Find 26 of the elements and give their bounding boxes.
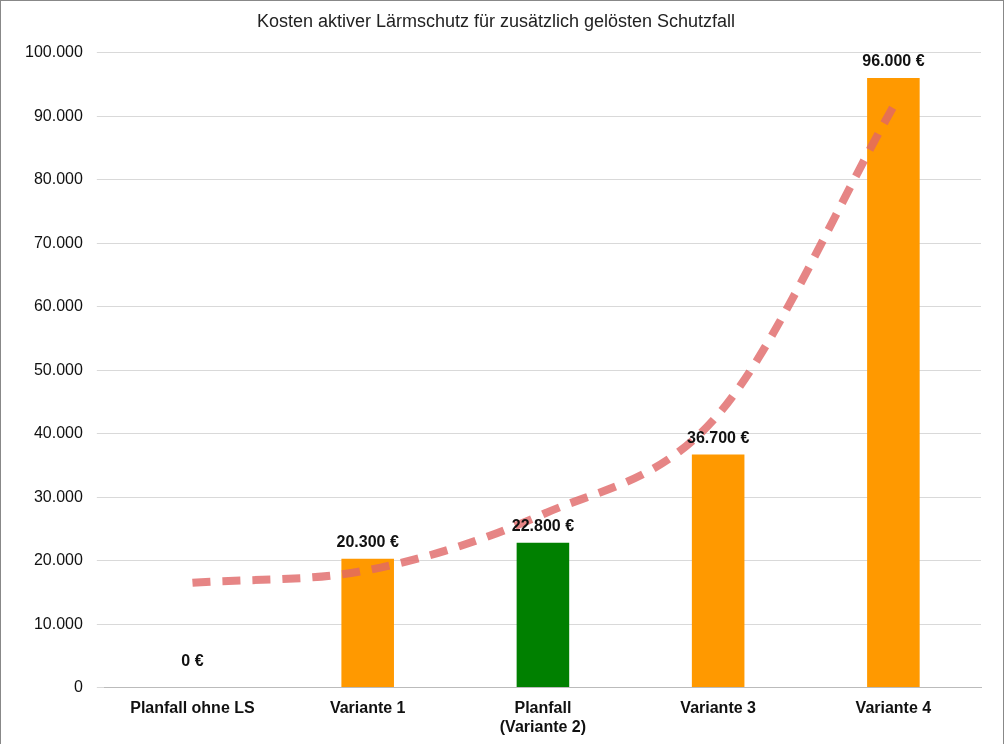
y-tick-label: 20.000 [33,551,83,569]
bar [691,454,745,688]
x-tick-label: Variante 4 [855,698,932,716]
y-tick-label: 30.000 [33,487,83,505]
data-label: 36.700 € [687,428,750,446]
bar [341,558,394,688]
bar [867,78,920,688]
data-label: 96.000 € [862,52,925,70]
data-label: 0 € [181,652,204,670]
y-tick-label: 0 [73,678,83,696]
data-label: 20.300 € [336,533,399,551]
y-tick-label: 40.000 [33,424,83,442]
x-tick-label: Variante 3 [680,698,757,716]
y-tick-label: 60.000 [33,297,83,315]
bar [516,542,570,688]
x-tick-label: Planfall ohne LS [130,698,256,716]
y-tick-label: 90.000 [33,106,83,124]
x-tick-label: Planfall (Variante 2) [499,698,587,735]
y-tick-label: 70.000 [33,233,83,251]
chart-title: Kosten aktiver Lärmschutz für zusätzlich gelösten Schutzfall [256,10,736,31]
y-tick-label: 50.000 [33,360,83,378]
x-tick-label: Variante 1 [329,698,406,716]
y-tick-label: 100.000 [24,43,83,61]
y-tick-label: 80.000 [33,170,83,188]
y-tick-label: 10.000 [33,614,83,632]
data-label: 22.800 € [511,517,575,535]
